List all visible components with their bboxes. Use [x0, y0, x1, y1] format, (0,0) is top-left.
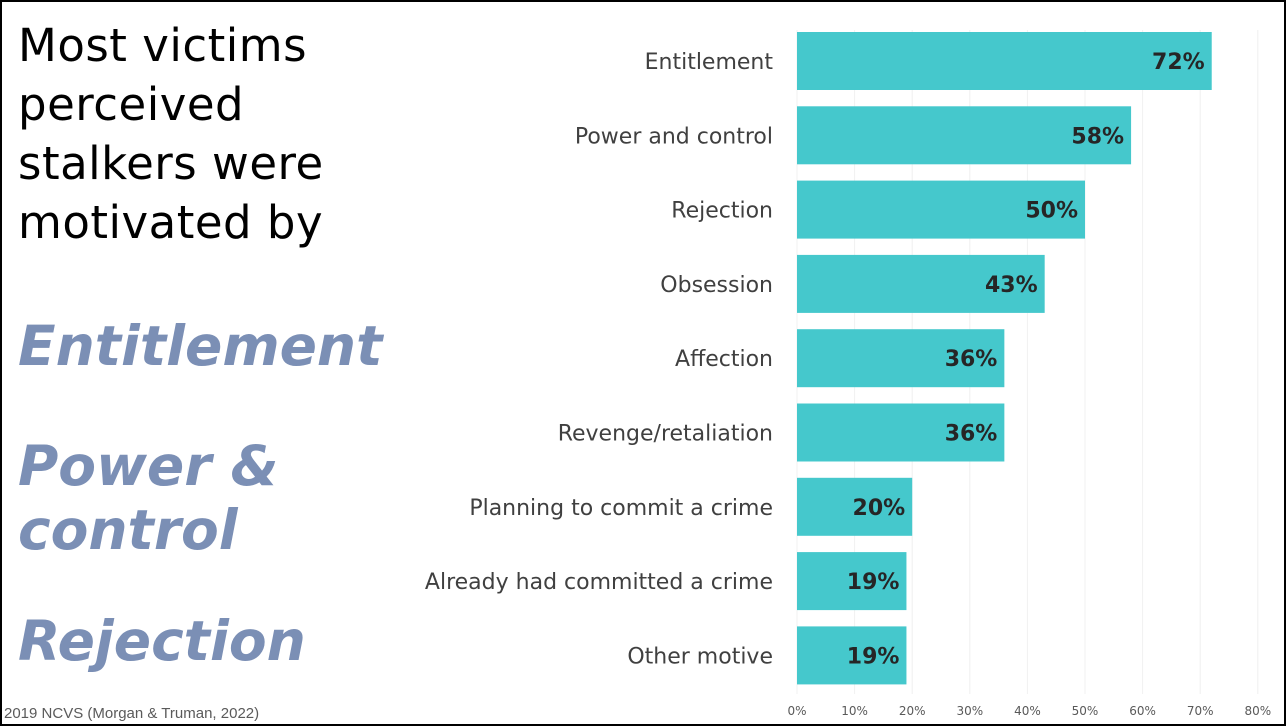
value-label: 20%	[853, 496, 906, 521]
value-label: 58%	[1071, 124, 1124, 149]
headline-line-1: Most victims	[18, 19, 308, 72]
bar	[797, 626, 907, 685]
bar	[797, 254, 1045, 313]
category-label: Power and control	[575, 124, 773, 149]
x-tick-label: 50%	[1072, 704, 1099, 718]
category-label: Rejection	[671, 199, 773, 224]
value-label: 19%	[847, 644, 900, 669]
bar	[797, 106, 1132, 165]
bar	[797, 403, 1005, 462]
value-label: 36%	[945, 422, 998, 447]
motive-rejection: Rejection	[18, 609, 306, 673]
source-citation: 2019 NCVS (Morgan & Truman, 2022)	[4, 705, 260, 722]
category-label: Other motive	[627, 644, 773, 669]
bar	[797, 329, 1005, 388]
headline-line-3: stalkers were	[18, 137, 324, 190]
value-label: 36%	[945, 347, 998, 372]
bar	[797, 477, 913, 536]
value-label: 50%	[1025, 199, 1078, 224]
category-label: Planning to commit a crime	[469, 496, 773, 521]
value-label: 19%	[847, 570, 900, 595]
x-tick-label: 80%	[1244, 704, 1271, 718]
bar	[797, 180, 1085, 239]
motive-entitlement: Entitlement	[18, 314, 383, 378]
category-label: Already had committed a crime	[425, 570, 773, 595]
headline-line-2: perceived	[18, 78, 245, 131]
category-label: Revenge/retaliation	[558, 422, 773, 447]
x-tick-label: 40%	[1014, 704, 1041, 718]
value-label: 72%	[1152, 50, 1205, 75]
headline-line-4: motivated by	[18, 196, 324, 249]
motive-power-control: Power & control	[18, 434, 279, 562]
category-label: Obsession	[660, 273, 773, 298]
category-label: Affection	[675, 347, 773, 372]
x-tick-label: 0%	[787, 704, 806, 718]
x-tick-label: 60%	[1129, 704, 1156, 718]
headline: Most victims perceived stalkers were mot…	[18, 16, 378, 252]
x-tick-label: 20%	[899, 704, 926, 718]
x-tick-label: 30%	[956, 704, 983, 718]
x-tick-label: 10%	[841, 704, 868, 718]
x-tick-label: 70%	[1187, 704, 1214, 718]
bar	[797, 32, 1212, 90]
value-label: 43%	[985, 273, 1038, 298]
category-label: Entitlement	[645, 50, 774, 75]
bar	[797, 552, 907, 611]
